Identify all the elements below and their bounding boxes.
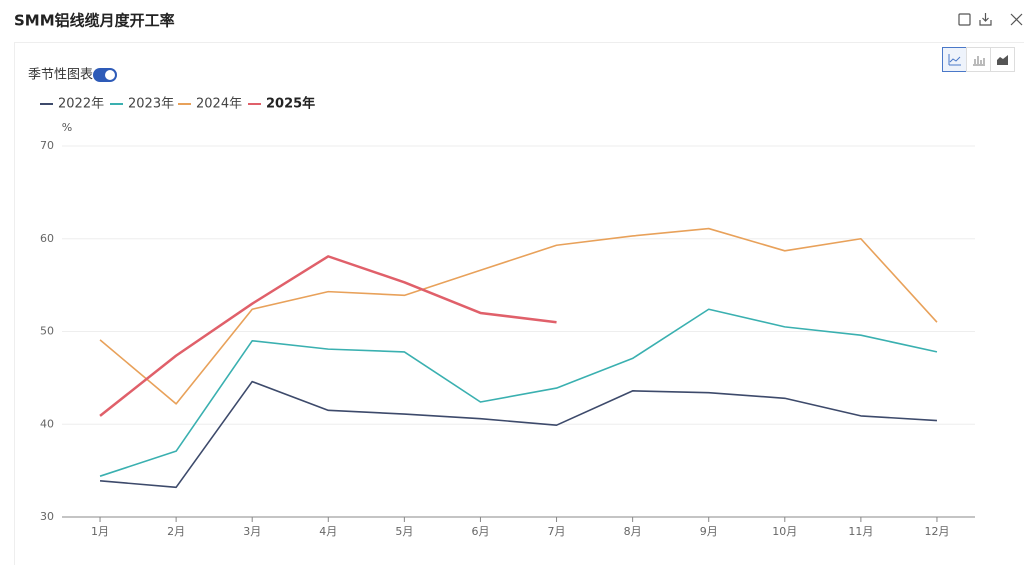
x-tick-label: 4月	[319, 525, 337, 538]
legend-label: 2022年	[58, 97, 104, 112]
y-unit: %	[62, 121, 72, 134]
series-line	[99, 227, 938, 405]
x-tick-label: 2月	[167, 525, 185, 538]
x-tick-label: 8月	[624, 525, 642, 538]
y-tick-label: 30	[40, 510, 54, 523]
x-tick-label: 9月	[700, 525, 718, 538]
legend-label: 2023年	[128, 97, 174, 112]
y-tick-label: 50	[40, 325, 54, 338]
x-tick-label: 6月	[471, 525, 489, 538]
y-tick-label: 60	[40, 232, 54, 245]
x-tick-label: 12月	[924, 525, 949, 538]
x-tick-label: 3月	[243, 525, 261, 538]
y-tick-label: 40	[40, 417, 54, 430]
series-line	[99, 255, 557, 417]
area-icon	[997, 55, 1008, 65]
area-chart-button[interactable]	[990, 47, 1015, 72]
x-tick-label: 11月	[848, 525, 873, 538]
x-tick-label: 5月	[395, 525, 413, 538]
bar-icon	[973, 56, 985, 66]
legend-label: 2024年	[196, 97, 242, 112]
y-tick-label: 70	[40, 139, 54, 152]
card	[14, 42, 1024, 565]
x-tick-label: 7月	[548, 525, 566, 538]
chart-type-buttons	[942, 47, 1015, 72]
legend-label: 2025年	[266, 96, 315, 112]
toggle-label: 季节性图表	[28, 68, 93, 83]
series-line	[99, 380, 938, 489]
toggle-knob	[105, 70, 115, 80]
line-icon	[948, 54, 961, 66]
toolbar	[958, 13, 1023, 26]
series-line	[99, 308, 938, 477]
download-icon[interactable]	[979, 13, 992, 26]
x-tick-label: 10月	[772, 525, 797, 538]
x-tick-label: 1月	[91, 525, 109, 538]
close-icon[interactable]	[1010, 13, 1023, 26]
export-icon[interactable]	[958, 13, 971, 26]
page-title: SMM铝线缆月度开工率	[14, 12, 175, 30]
